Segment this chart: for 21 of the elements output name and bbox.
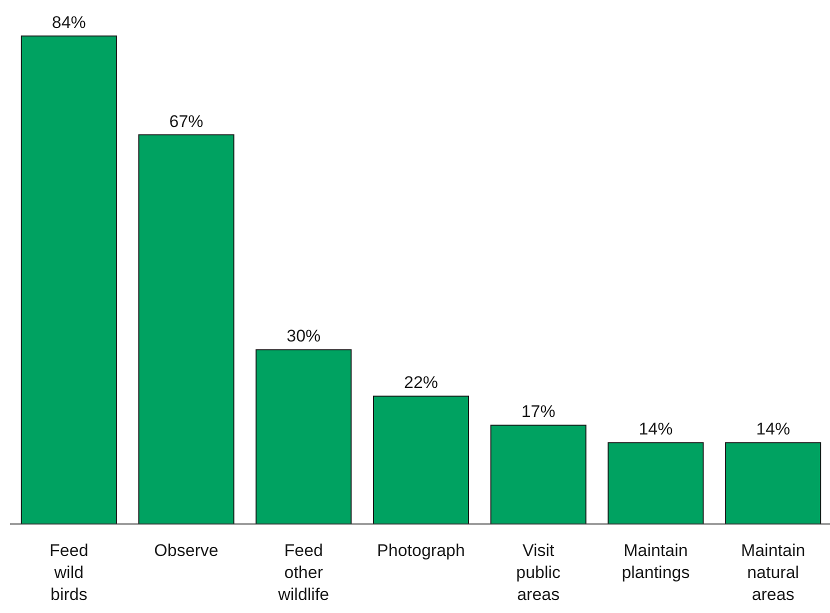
bar	[20, 36, 117, 524]
data-label: 14%	[756, 420, 790, 439]
data-label: 17%	[521, 402, 556, 422]
x-tick-label: Visit public areas	[516, 541, 562, 604]
data-label: 67%	[169, 112, 204, 131]
x-tick-label: Maintain plantings	[622, 541, 690, 582]
bar	[138, 134, 234, 524]
x-tick-label: Maintain natural areas	[740, 541, 806, 604]
data-label: 22%	[404, 373, 438, 392]
x-tick-label: Feed other wildlife	[277, 541, 330, 604]
data-label: 30%	[286, 326, 321, 346]
x-tick-label: Photograph	[377, 541, 465, 560]
bar	[372, 396, 470, 524]
bar	[608, 442, 704, 524]
bar	[725, 442, 822, 524]
bar	[490, 424, 586, 524]
data-label: 84%	[52, 13, 86, 32]
bar	[256, 349, 352, 524]
x-tick-label: Observe	[154, 541, 218, 560]
data-label: 14%	[638, 420, 673, 439]
x-tick-label: Feed wild birds	[50, 541, 88, 604]
